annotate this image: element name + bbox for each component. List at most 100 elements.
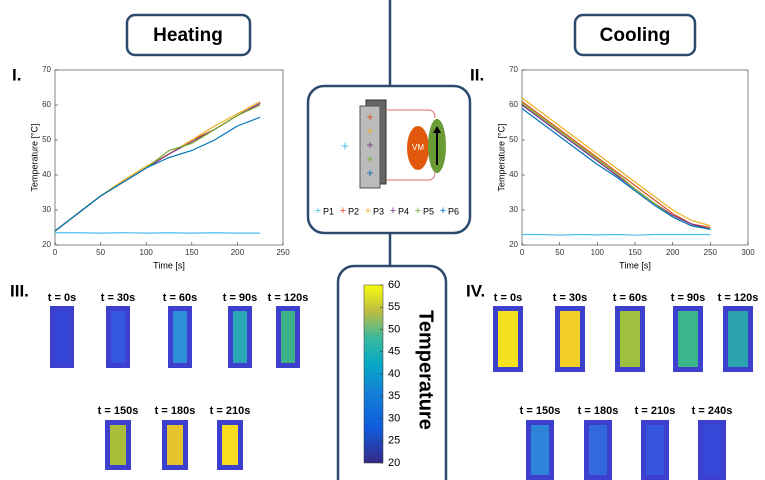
legend-marker: +: [365, 205, 371, 217]
thermal-hot: [173, 311, 187, 363]
legend-marker: +: [315, 205, 321, 217]
legend-label: P6: [448, 206, 459, 216]
thermal-hot: [620, 311, 640, 367]
thermal-hot: [703, 425, 721, 475]
legend-marker: +: [390, 205, 396, 217]
y-tick-label: 30: [509, 205, 518, 214]
plot-area: [522, 70, 748, 245]
colorbar-tick-label: 60: [388, 279, 400, 291]
thermal-hot: [498, 311, 518, 367]
page: Heating Cooling I. II. III. IV. VM +P1+P…: [0, 0, 765, 480]
x-tick-label: 200: [231, 248, 245, 257]
legend-marker: +: [415, 205, 421, 217]
x-tick-label: 250: [704, 248, 718, 257]
header: Heating: [153, 25, 223, 46]
thermal-hot: [233, 311, 247, 363]
image-label: t = 30s: [101, 292, 136, 304]
x-axis-label: Time [s]: [153, 260, 185, 270]
image-label: t = 210s: [210, 405, 251, 417]
panel-label: IV.: [466, 281, 485, 300]
thermal-hot: [222, 425, 238, 465]
image-label: t = 30s: [553, 292, 588, 304]
colorbar-tick-label: 40: [388, 368, 400, 380]
x-tick-label: 0: [53, 248, 58, 257]
legend-marker: +: [340, 205, 346, 217]
colorbar-tick-label: 30: [388, 412, 400, 424]
legend-marker: +: [440, 205, 446, 217]
y-tick-label: 50: [42, 135, 51, 144]
x-tick-label: 300: [741, 248, 755, 257]
thermal-hot: [728, 311, 748, 367]
x-tick-label: 50: [96, 248, 105, 257]
y-axis-label: Temperature [°C]: [29, 123, 39, 191]
legend-label: P5: [423, 206, 434, 216]
panel-label: III.: [10, 281, 29, 300]
legend-label: P4: [398, 206, 409, 216]
image-label: t = 180s: [578, 405, 619, 417]
x-tick-label: 100: [591, 248, 605, 257]
legend-label: P2: [348, 206, 359, 216]
legend-label: P1: [323, 206, 334, 216]
x-tick-label: 0: [520, 248, 525, 257]
y-tick-label: 20: [509, 240, 518, 249]
y-tick-label: 50: [509, 135, 518, 144]
image-label: t = 60s: [613, 292, 648, 304]
y-axis-label: Temperature [°C]: [496, 123, 506, 191]
thermal-hot: [167, 425, 183, 465]
y-tick-label: 40: [42, 170, 51, 179]
thermal-hot: [678, 311, 698, 367]
y-tick-label: 40: [509, 170, 518, 179]
y-tick-label: 20: [42, 240, 51, 249]
probe: +: [366, 166, 373, 180]
colorbar-tick-label: 20: [388, 457, 400, 469]
colorbar-tick-label: 55: [388, 301, 400, 313]
x-tick-label: 150: [185, 248, 199, 257]
thermal-hot: [646, 425, 664, 475]
probe: +: [366, 124, 373, 138]
thermal-hot: [281, 311, 295, 363]
x-axis-label: Time [s]: [619, 260, 651, 270]
figure: Heating Cooling I. II. III. IV. VM +P1+P…: [0, 0, 765, 480]
thermal-hot: [55, 311, 69, 363]
thermal-hot: [531, 425, 549, 475]
probe: +: [366, 138, 373, 152]
y-tick-label: 60: [42, 100, 51, 109]
image-label: t = 90s: [223, 292, 258, 304]
colorbar-label: Temperature: [415, 310, 437, 430]
y-tick-label: 70: [509, 65, 518, 74]
image-label: t = 150s: [98, 405, 139, 417]
panel-label: II.: [470, 65, 484, 84]
x-tick-label: 100: [140, 248, 154, 257]
y-tick-label: 30: [42, 205, 51, 214]
x-tick-label: 250: [276, 248, 290, 257]
image-label: t = 120s: [718, 292, 759, 304]
vm-label: VM: [412, 143, 424, 152]
y-tick-label: 60: [509, 100, 518, 109]
colorbar-tick-label: 50: [388, 323, 400, 335]
image-label: t = 210s: [635, 405, 676, 417]
probe: +: [341, 138, 349, 154]
thermal-hot: [111, 311, 125, 363]
x-tick-label: 50: [555, 248, 564, 257]
image-label: t = 150s: [520, 405, 561, 417]
header: Cooling: [600, 25, 671, 46]
x-tick-label: 150: [628, 248, 642, 257]
thermal-hot: [110, 425, 126, 465]
panel-label: I.: [12, 65, 21, 84]
series-line: [522, 235, 710, 236]
colorbar-tick-label: 45: [388, 346, 400, 358]
thermal-hot: [589, 425, 607, 475]
image-label: t = 0s: [494, 292, 522, 304]
colorbar-tick-label: 35: [388, 390, 400, 402]
image-label: t = 0s: [48, 292, 76, 304]
thermal-hot: [560, 311, 580, 367]
colorbar-tick-label: 25: [388, 435, 400, 447]
image-label: t = 90s: [671, 292, 706, 304]
legend-label: P3: [373, 206, 384, 216]
image-label: t = 240s: [692, 405, 733, 417]
probe: +: [366, 110, 373, 124]
x-tick-label: 200: [666, 248, 680, 257]
image-label: t = 180s: [155, 405, 196, 417]
probe: +: [366, 152, 373, 166]
image-label: t = 60s: [163, 292, 198, 304]
